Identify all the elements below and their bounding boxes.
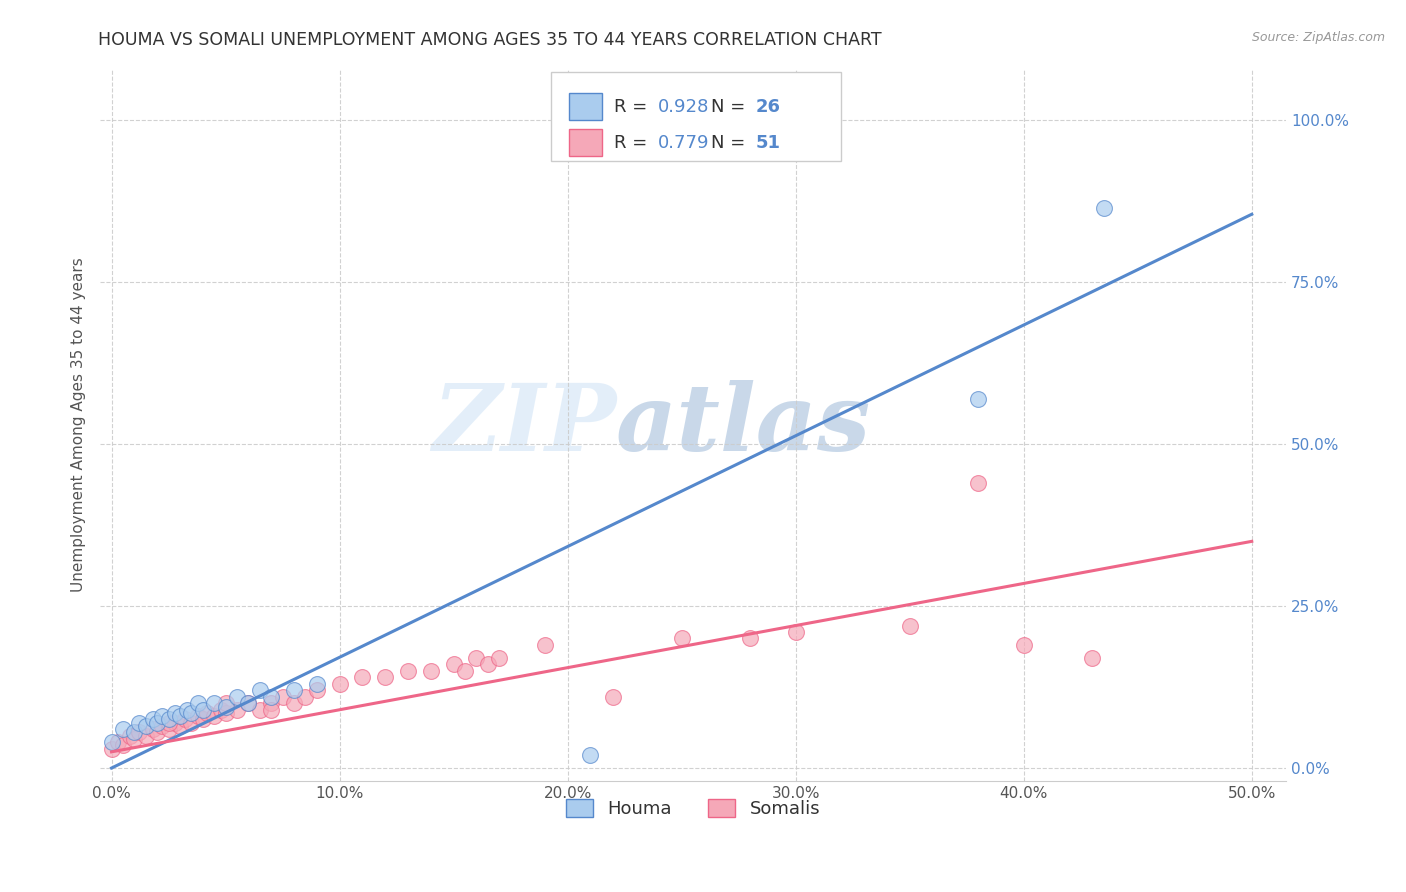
Point: [454, 664, 477, 678]
Point: [100, 735, 122, 749]
Point: [180, 706, 202, 720]
FancyBboxPatch shape: [568, 129, 602, 156]
Point: [738, 632, 761, 646]
Point: [898, 618, 921, 632]
Point: [602, 690, 624, 704]
Point: [465, 651, 488, 665]
Point: [195, 706, 218, 720]
Point: [283, 696, 305, 710]
Point: [260, 690, 283, 704]
Point: [150, 709, 173, 723]
FancyBboxPatch shape: [551, 72, 841, 161]
Point: [191, 703, 214, 717]
Point: [157, 722, 180, 736]
Point: [150, 719, 173, 733]
Point: [249, 683, 271, 698]
Point: [111, 739, 134, 753]
Point: [1092, 201, 1115, 215]
Point: [226, 690, 249, 704]
Point: [579, 748, 602, 763]
Text: 51: 51: [756, 134, 780, 152]
Point: [146, 725, 169, 739]
Legend: Houma, Somalis: Houma, Somalis: [558, 791, 827, 825]
Point: [107, 735, 129, 749]
Point: [488, 651, 510, 665]
Point: [142, 713, 165, 727]
Point: [135, 729, 157, 743]
Point: [374, 670, 396, 684]
Point: [305, 683, 328, 698]
Point: [165, 715, 187, 730]
Point: [967, 392, 990, 406]
Text: 0.779: 0.779: [658, 134, 709, 152]
Point: [238, 696, 260, 710]
Text: 0.928: 0.928: [658, 98, 709, 116]
Point: [305, 677, 328, 691]
Point: [238, 696, 260, 710]
Point: [209, 703, 232, 717]
Point: [443, 657, 465, 672]
Point: [157, 713, 180, 727]
Point: [785, 625, 807, 640]
Text: R =: R =: [613, 98, 652, 116]
Point: [477, 657, 499, 672]
Point: [1081, 651, 1104, 665]
Point: [124, 731, 146, 746]
Point: [214, 696, 236, 710]
Point: [1012, 638, 1035, 652]
Point: [128, 725, 150, 739]
Point: [260, 703, 283, 717]
Point: [100, 741, 122, 756]
Text: Source: ZipAtlas.com: Source: ZipAtlas.com: [1251, 31, 1385, 45]
Point: [396, 664, 419, 678]
Point: [180, 715, 202, 730]
Point: [173, 713, 195, 727]
Text: R =: R =: [613, 134, 652, 152]
Point: [260, 696, 283, 710]
Point: [187, 709, 209, 723]
Point: [202, 696, 225, 710]
Point: [191, 713, 214, 727]
Point: [419, 664, 441, 678]
Point: [187, 696, 209, 710]
Text: HOUMA VS SOMALI UNEMPLOYMENT AMONG AGES 35 TO 44 YEARS CORRELATION CHART: HOUMA VS SOMALI UNEMPLOYMENT AMONG AGES …: [98, 31, 882, 49]
Point: [118, 729, 141, 743]
Point: [329, 677, 352, 691]
Point: [202, 709, 225, 723]
Point: [226, 703, 249, 717]
Point: [176, 703, 198, 717]
Point: [142, 722, 165, 736]
Point: [283, 683, 305, 698]
Point: [135, 719, 157, 733]
Point: [165, 706, 187, 720]
Text: ZIP: ZIP: [432, 380, 616, 470]
Point: [169, 709, 191, 723]
Point: [146, 715, 169, 730]
Point: [124, 725, 146, 739]
Point: [111, 722, 134, 736]
FancyBboxPatch shape: [568, 94, 602, 120]
Y-axis label: Unemployment Among Ages 35 to 44 years: Unemployment Among Ages 35 to 44 years: [72, 258, 86, 592]
Point: [967, 476, 990, 491]
Text: atlas: atlas: [616, 380, 872, 470]
Point: [128, 715, 150, 730]
Point: [671, 632, 693, 646]
Point: [352, 670, 374, 684]
Point: [214, 706, 236, 720]
Text: 26: 26: [756, 98, 780, 116]
Point: [214, 699, 236, 714]
Point: [157, 715, 180, 730]
Point: [249, 703, 271, 717]
Point: [271, 690, 294, 704]
Point: [169, 719, 191, 733]
Text: N =: N =: [711, 134, 751, 152]
Text: N =: N =: [711, 98, 751, 116]
Point: [533, 638, 555, 652]
Point: [294, 690, 316, 704]
